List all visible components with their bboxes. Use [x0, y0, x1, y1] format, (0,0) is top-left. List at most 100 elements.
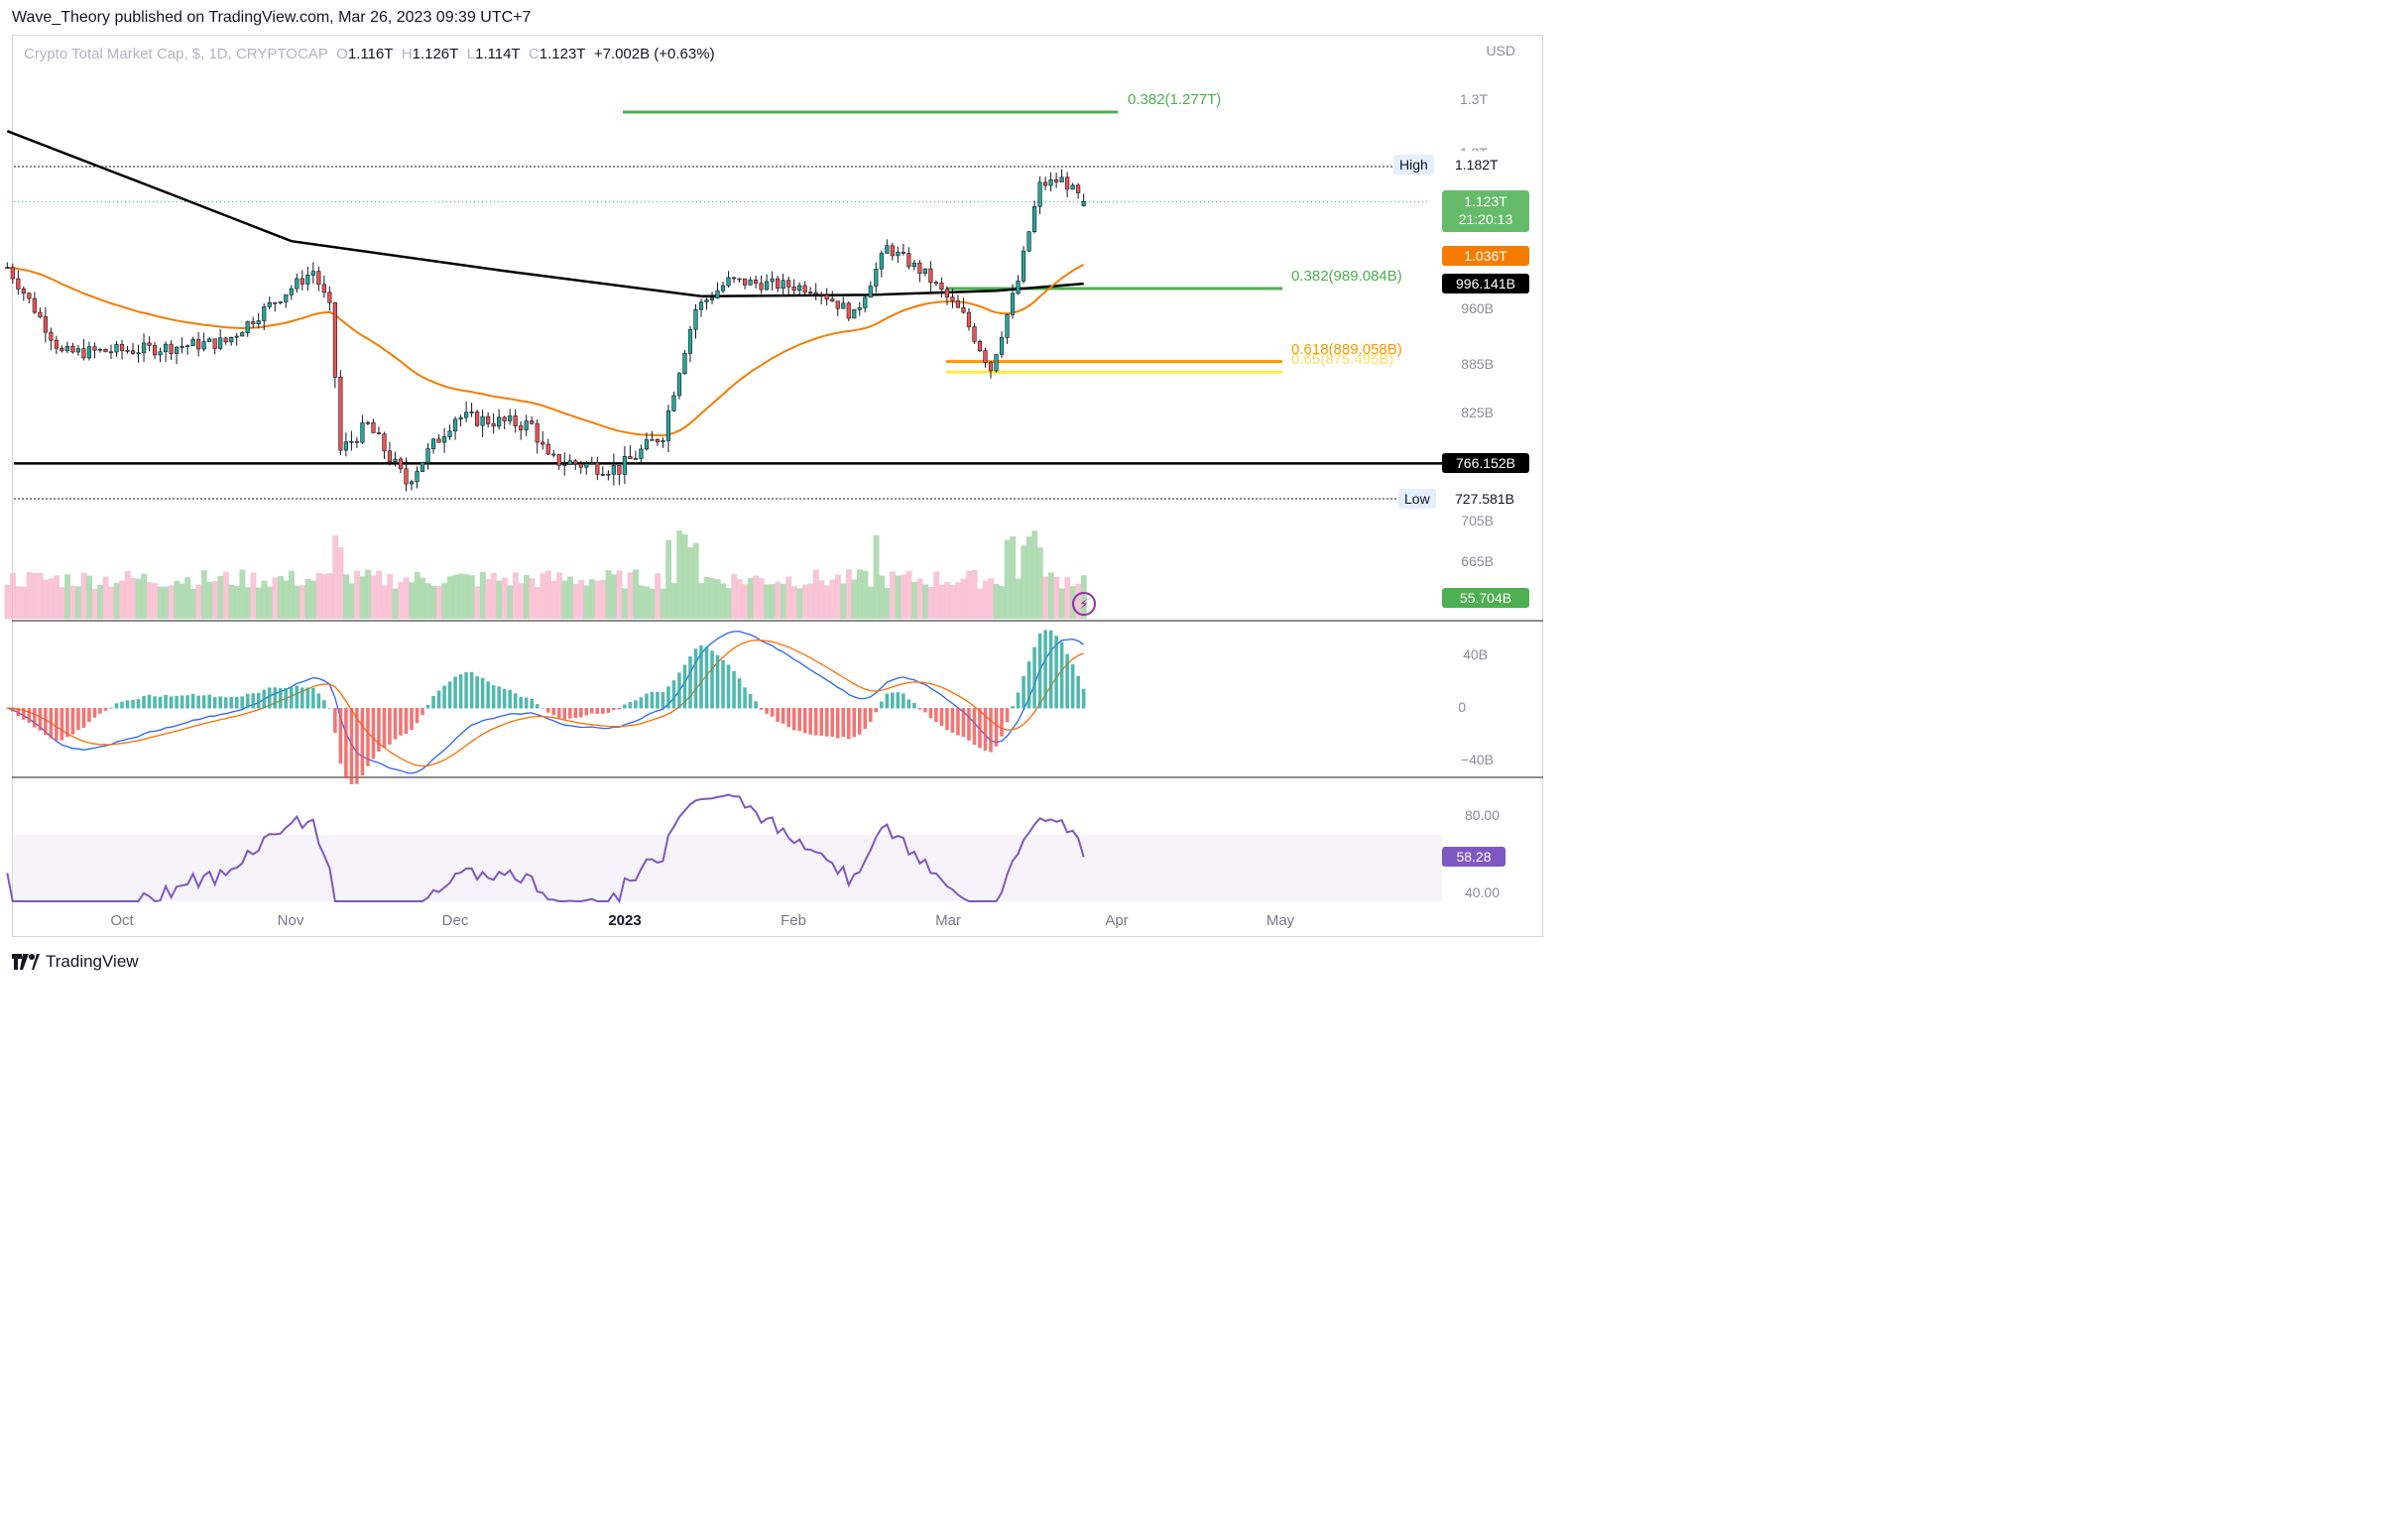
candle-body: [720, 285, 726, 292]
volume-bar: [1015, 578, 1022, 619]
macd-histogram-bar: [38, 708, 43, 731]
rsi-tick-80: 80.00: [1464, 807, 1500, 823]
macd-histogram-bar: [579, 708, 583, 718]
macd-histogram-bar: [891, 692, 895, 709]
volume-bar: [857, 569, 863, 619]
volume-bar: [468, 575, 475, 619]
volume-bar: [86, 575, 93, 619]
candle-body: [650, 439, 655, 441]
volume-bar: [550, 580, 557, 619]
volume-bar: [239, 569, 246, 619]
macd-histogram-bar: [175, 695, 179, 709]
volume-bar: [512, 572, 519, 619]
macd-histogram-bar: [874, 708, 879, 713]
macd-histogram-bar: [486, 681, 490, 709]
volume-bar: [184, 577, 191, 619]
candle-body: [5, 267, 10, 270]
volume-bar: [376, 570, 383, 619]
macd-histogram-bar: [869, 708, 873, 723]
macd-histogram-bar: [562, 708, 567, 720]
volume-bar: [523, 574, 530, 619]
candle-body: [551, 453, 556, 456]
candle-body: [830, 298, 835, 302]
candle-body: [955, 299, 961, 308]
macd-histogram-bar: [5, 708, 10, 709]
lightning-icon[interactable]: ⚡: [1072, 592, 1096, 616]
macd-histogram-bar: [776, 708, 780, 723]
macd-histogram-bar: [693, 648, 698, 709]
macd-histogram-bar: [355, 708, 359, 784]
fib-mid-label: 0.382(989.084B): [1291, 268, 1402, 285]
volume-bar: [561, 580, 568, 619]
volume-bar: [261, 580, 268, 619]
candle-body: [430, 438, 436, 449]
macd-histogram-bar: [49, 708, 54, 739]
candle-body: [983, 350, 988, 363]
candle-body: [70, 345, 75, 353]
candle-body: [196, 339, 201, 350]
macd-histogram-bar: [136, 699, 141, 709]
volume-bar: [780, 583, 786, 619]
candle-body: [409, 481, 415, 485]
candle-body: [911, 262, 916, 268]
macd-histogram-bar: [290, 687, 294, 709]
volume-bar: [616, 570, 623, 619]
candle-body: [420, 462, 425, 472]
macd-histogram-bar: [961, 708, 966, 738]
candle-body: [519, 425, 524, 430]
volume-bar: [420, 577, 426, 619]
macd-histogram-bar: [1011, 706, 1015, 709]
candle-body: [365, 421, 371, 424]
macd-histogram-bar: [830, 708, 835, 738]
macd-histogram-bar: [1065, 653, 1069, 709]
volume-bar: [354, 570, 361, 619]
volume-bar: [54, 575, 60, 619]
volume-bar: [698, 583, 705, 619]
macd-histogram-bar: [519, 696, 523, 709]
macd-histogram-bar: [715, 654, 720, 709]
volume-bar: [999, 586, 1006, 619]
volume-bar: [769, 584, 776, 619]
fib-65-label: 0.65(875.495B): [1291, 351, 1394, 368]
candle-body: [190, 339, 195, 347]
macd-histogram-bar: [70, 708, 75, 735]
candle-body: [819, 293, 824, 295]
volume-bar: [807, 583, 814, 619]
volume-bar: [300, 585, 305, 619]
currency-label: USD: [1486, 43, 1515, 58]
macd-histogram-bar: [55, 708, 59, 741]
volume-bar: [189, 588, 196, 619]
macd-histogram-bar: [158, 696, 163, 709]
volume-bar: [742, 584, 749, 619]
macd-histogram-bar: [442, 685, 446, 709]
volume-bar: [267, 586, 273, 619]
macd-histogram-bar: [524, 697, 529, 709]
macd-histogram-bar: [382, 708, 387, 748]
candle-body: [524, 420, 529, 430]
candle-body: [284, 293, 289, 302]
volume-bar: [540, 573, 546, 619]
close-label: C: [528, 46, 540, 62]
chart-canvas[interactable]: [0, 0, 1555, 982]
macd-histogram-bar: [327, 708, 332, 709]
macd-histogram-bar: [207, 694, 211, 709]
candle-body: [480, 415, 485, 426]
volume-bar: [10, 573, 16, 619]
candle-body: [513, 415, 518, 426]
volume-bar: [206, 581, 213, 619]
volume-bar: [901, 574, 907, 619]
last-price-tag: 1.123T 21:20:13: [1442, 190, 1529, 232]
macd-histogram-bar: [880, 701, 884, 709]
tick-885b: 885B: [1461, 356, 1494, 372]
macd-histogram-bar: [22, 708, 26, 720]
macd-histogram-bar: [513, 693, 518, 709]
candle-body: [103, 348, 108, 353]
candle-body: [584, 463, 589, 468]
candle-body: [972, 326, 977, 342]
low-tag-label: Low: [1398, 489, 1436, 509]
candle-body: [92, 346, 97, 351]
candle-body: [338, 377, 343, 451]
volume-bar: [75, 586, 82, 619]
macd-histogram-bar: [661, 692, 665, 709]
macd-histogram-bar: [699, 644, 703, 709]
